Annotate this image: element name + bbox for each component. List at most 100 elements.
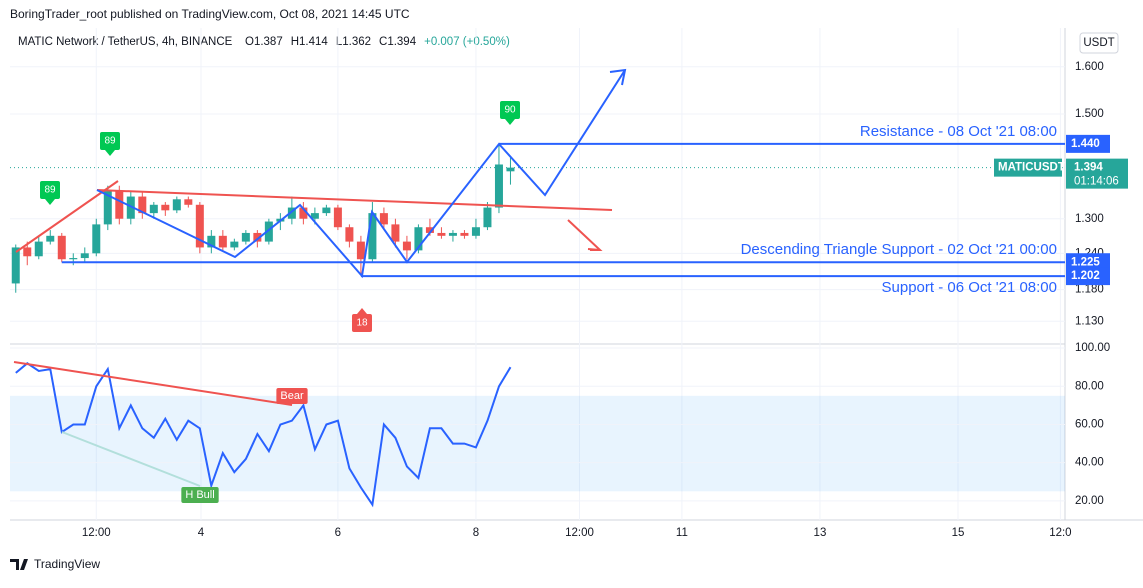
candle-body [402,241,411,251]
candle-body [230,241,239,248]
ticker: MATICUSDT [998,162,1065,174]
rsi-line [15,362,512,508]
currency: USDT [1083,37,1114,49]
marks [10,142,1065,508]
trend-line [96,189,613,211]
candle-body [287,207,296,219]
candle-body [57,235,66,260]
candle-body [322,207,331,214]
candle-body [34,241,43,257]
candle-body [425,227,434,233]
marker-box [500,101,520,119]
y-tick-label: 60.00 [1075,419,1104,431]
y-tick-label: 1.300 [1075,213,1104,225]
candle-body [460,232,469,236]
candle-body [195,204,204,248]
grid [10,28,1065,520]
candle-body [103,191,112,225]
price-label-box [1066,134,1110,153]
marker-tip [357,308,367,314]
candle-body [241,232,250,242]
marker-label: 89 [44,185,56,196]
y-tick-label: 1.500 [1075,108,1104,120]
candle-body [126,196,135,219]
marker-label: 90 [504,105,516,116]
price-line-text: Descending Triangle Support - 02 Oct '21… [741,241,1057,258]
marker-box [352,314,372,332]
x-tick-label: 11 [676,527,688,539]
arrow-head [609,68,627,86]
candle-body [471,227,480,236]
price-line-text: Resistance - 08 Oct '21 08:00 [860,123,1057,140]
pattern [96,69,626,279]
x-tick-label: 12:00 [565,527,594,539]
candle-body [23,247,32,257]
y-tick-label: 1.130 [1075,315,1104,327]
candle-body [414,227,423,251]
candle-body [391,224,400,242]
candle-body [184,199,193,205]
marker-label: 89 [104,136,116,147]
ohlc-value: C1.394 [379,36,417,48]
last-price: 1.394 [1074,162,1103,174]
candle-body [218,235,227,248]
byline: BoringTrader_root published on TradingVi… [10,7,410,21]
candle-body [437,232,446,236]
y-tick-label: 80.00 [1075,380,1104,392]
marker-tip [45,199,55,205]
countdown: 01:14:06 [1074,176,1119,188]
candle-body [310,213,319,219]
y-tick-label: 1.600 [1075,61,1104,73]
x-tick-label: 8 [473,527,479,539]
candle-body [368,213,377,260]
candle-body [115,191,124,219]
candle-body [448,232,457,236]
candle-body [253,232,262,242]
price-label-box [1066,253,1110,272]
y-tick-label: 100.00 [1075,342,1110,354]
marker-box [40,181,60,199]
ohlc-value: O1.387 [245,36,283,48]
x-tick-label: 12:0 [1049,527,1071,539]
candle-body [69,258,78,260]
divergence-line [13,361,293,406]
x-tick-label: 12:00 [82,527,111,539]
annotation: Bear [280,390,304,402]
candle-body [494,164,503,208]
y-tick-label: 40.00 [1075,457,1104,469]
annotation: H Bull [185,489,214,501]
marker-tip [105,150,115,156]
candle-body [379,213,388,225]
ohlc-legend: O1.387 H1.414 L1.362 C1.394 +0.007 (+0.50%) [245,36,510,48]
currency-box [1079,32,1119,54]
candle-body [11,247,20,284]
divergence-line [61,431,201,487]
price-line-text: Support - 06 Oct '21 08:00 [882,279,1057,296]
price-label: 1.225 [1071,256,1100,268]
labels: 12:00 4 6 8 12:00 11 13 15 12:0 1.600 1.500 1.300 1.… [40,61,1128,539]
candle-body [172,199,181,211]
ticker-box [994,158,1062,177]
drawings [13,68,627,487]
price-label: 1.202 [1071,270,1100,282]
candle-body [161,204,170,211]
candle-body [207,235,216,248]
candle-body [506,167,515,172]
ohlc-value: L1.362 [336,36,371,48]
ohlc-value: H1.414 [291,36,329,48]
price-label-box [1066,267,1110,286]
candle-body [333,207,342,228]
candle-body [46,235,55,242]
candle-body [264,221,273,242]
marker-box [100,132,120,150]
marker-label: 18 [356,318,368,329]
candle-body [345,227,354,242]
ohlc-value: +0.007 (+0.50%) [424,36,510,48]
candle-body [483,207,492,228]
candle-body [149,204,158,214]
x-tick-label: 6 [335,527,341,539]
candle-body [80,253,89,259]
candle-body [356,241,365,260]
